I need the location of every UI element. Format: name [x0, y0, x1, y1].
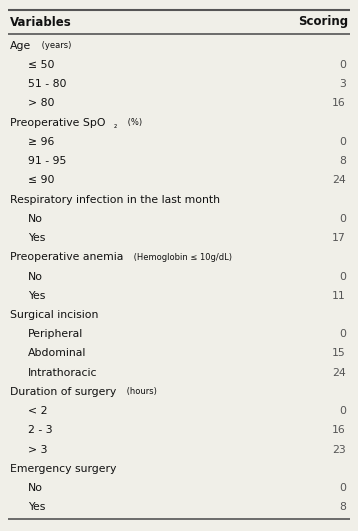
Text: Yes: Yes	[28, 502, 45, 512]
Text: 17: 17	[332, 233, 346, 243]
Text: (Hemoglobin ≤ 10g/dL): (Hemoglobin ≤ 10g/dL)	[131, 253, 232, 262]
Text: Abdominal: Abdominal	[28, 348, 86, 358]
Text: 0: 0	[339, 60, 346, 70]
Text: ≤ 90: ≤ 90	[28, 175, 54, 185]
Text: 8: 8	[339, 502, 346, 512]
Text: Duration of surgery: Duration of surgery	[10, 387, 116, 397]
Text: 91 - 95: 91 - 95	[28, 156, 66, 166]
Text: Respiratory infection in the last month: Respiratory infection in the last month	[10, 194, 220, 204]
Text: 15: 15	[332, 348, 346, 358]
Text: Emergency surgery: Emergency surgery	[10, 464, 116, 474]
Text: Scoring: Scoring	[298, 15, 348, 29]
Text: 24: 24	[332, 367, 346, 378]
Text: ≥ 96: ≥ 96	[28, 137, 54, 147]
Text: Age: Age	[10, 40, 31, 50]
Text: Age: Age	[10, 40, 31, 50]
Text: 0: 0	[339, 329, 346, 339]
Text: 0: 0	[339, 483, 346, 493]
Text: Intrathoracic: Intrathoracic	[28, 367, 97, 378]
Text: Preoperative anemia: Preoperative anemia	[10, 252, 124, 262]
Text: 8: 8	[339, 156, 346, 166]
Text: Preoperative SpO: Preoperative SpO	[10, 117, 106, 127]
Text: > 80: > 80	[28, 98, 54, 108]
Text: Preoperative anemia: Preoperative anemia	[10, 252, 124, 262]
Text: (years): (years)	[39, 41, 72, 50]
Text: ₂: ₂	[113, 121, 117, 130]
Text: Yes: Yes	[28, 233, 45, 243]
Text: Variables: Variables	[10, 15, 72, 29]
Text: 23: 23	[332, 444, 346, 455]
Text: 24: 24	[332, 175, 346, 185]
Text: > 3: > 3	[28, 444, 48, 455]
Text: Emergency surgery: Emergency surgery	[10, 464, 116, 474]
Text: Surgical incision: Surgical incision	[10, 310, 98, 320]
Text: Surgical incision: Surgical incision	[10, 310, 98, 320]
Text: 0: 0	[339, 214, 346, 224]
Text: 51 - 80: 51 - 80	[28, 79, 67, 89]
Text: (hours): (hours)	[124, 388, 157, 397]
Text: 16: 16	[332, 98, 346, 108]
Text: 2 - 3: 2 - 3	[28, 425, 53, 435]
Text: No: No	[28, 214, 43, 224]
Text: 3: 3	[339, 79, 346, 89]
Text: Duration of surgery: Duration of surgery	[10, 387, 116, 397]
Text: 11: 11	[332, 291, 346, 301]
Text: < 2: < 2	[28, 406, 48, 416]
Text: Preoperative SpO: Preoperative SpO	[10, 117, 106, 127]
Text: Yes: Yes	[28, 291, 45, 301]
Text: 0: 0	[339, 406, 346, 416]
Text: 0: 0	[339, 271, 346, 281]
Text: Respiratory infection in the last month: Respiratory infection in the last month	[10, 194, 220, 204]
Text: Peripheral: Peripheral	[28, 329, 83, 339]
Text: ≤ 50: ≤ 50	[28, 60, 54, 70]
Text: No: No	[28, 483, 43, 493]
Text: ₂: ₂	[113, 121, 117, 130]
Text: 16: 16	[332, 425, 346, 435]
Text: No: No	[28, 271, 43, 281]
Text: (%): (%)	[125, 118, 142, 127]
Text: 0: 0	[339, 137, 346, 147]
